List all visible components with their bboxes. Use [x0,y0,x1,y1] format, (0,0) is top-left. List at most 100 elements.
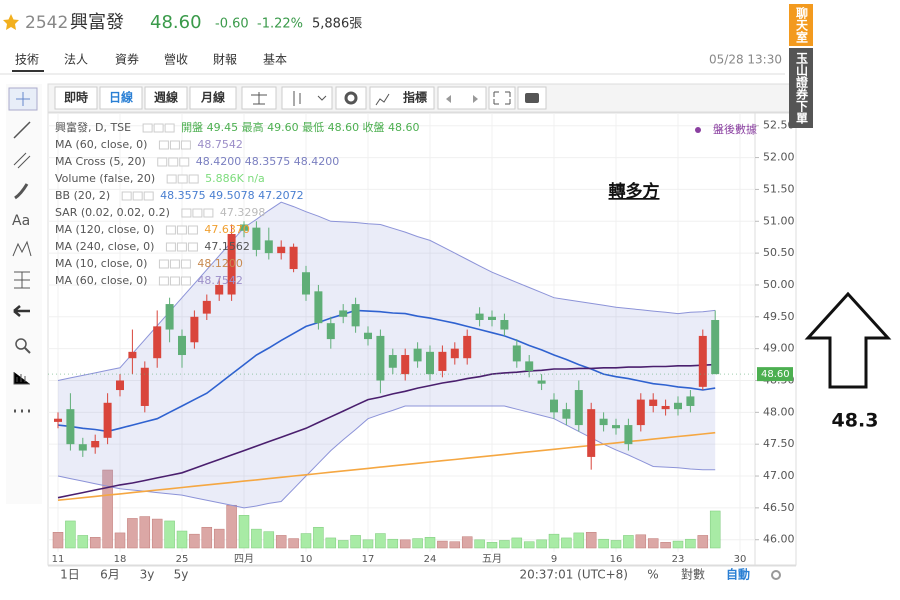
timestamp: 05/28 13:30 [709,53,782,67]
volume-bar [337,540,349,549]
legend-name: SAR (0.02, 0.02, 0.2) [55,206,170,219]
tab[interactable]: 技術 [15,53,39,67]
button[interactable] [144,86,188,110]
y-tick-label: 51.00 [763,214,795,227]
auto-toggle[interactable]: 自動 [726,567,750,582]
price-change: -0.60 [215,17,249,32]
indicator-button[interactable] [369,86,435,110]
candle-body [599,418,608,426]
x-tick-label: 23 [672,554,685,565]
fullscreen-icon [493,91,511,105]
button[interactable] [54,86,98,110]
x-tick-label: 24 [424,554,437,565]
volume-bar [238,515,250,549]
percent-toggle[interactable]: % [647,568,658,582]
legend-control [177,174,188,184]
tool-measure[interactable] [13,372,30,385]
candle-body [252,227,261,250]
legend-control [180,276,191,286]
candle-body [550,399,558,413]
legend-control [157,157,168,167]
tool-pattern[interactable] [12,240,32,257]
settings-button[interactable] [335,86,367,110]
tool-fib[interactable] [14,271,30,289]
plot: 52.50 52.00 51.50 51.00 50.50 50.00 49.50 49.00… [48,113,795,565]
candle-body [289,246,298,270]
volume-bar [536,539,547,549]
after-hours-link[interactable]: 盤後數據 [713,122,757,136]
legend-name: BB (20, 2) [55,189,110,202]
tool-channel[interactable] [13,152,31,169]
button[interactable] [99,86,143,110]
fullscreen-button[interactable] [488,86,516,110]
candle-body [401,355,410,375]
tab-underline [12,70,44,72]
chat-button[interactable] [789,4,813,46]
legend-control [143,191,154,201]
candle-body [475,313,484,320]
settings-icon[interactable] [771,570,781,580]
tool-text[interactable]: Aa [12,213,30,229]
indicator-line [57,405,716,509]
volume-bar [585,532,597,549]
clock: 20:37:01 (UTC+8) [519,568,628,582]
volume-bar [362,539,374,549]
undo-redo[interactable] [437,86,487,110]
range-button[interactable]: 1日 [60,568,80,582]
tab[interactable]: 法人 [64,53,88,67]
volume-bar [151,518,163,549]
range-button[interactable]: 6月 [100,568,120,582]
candle-body [413,348,422,362]
y-tick-label: 47.00 [763,469,795,482]
button-label: 日線 [109,90,133,105]
volume-bar [288,538,299,549]
tool-back[interactable] [13,305,30,317]
volume-bar [474,539,485,549]
legend-control [176,225,187,235]
candle-body [277,246,286,254]
candle-body [202,300,211,314]
x-tick-label: 16 [610,554,623,565]
volume-bar [375,533,386,549]
legend-control [203,208,214,218]
candle-body [116,380,124,391]
candle-body [91,441,100,448]
y-tick-label: 48.00 [763,405,795,418]
volume-bar [685,538,696,549]
tool-line[interactable] [13,121,31,139]
x-tick-label: 25 [176,554,189,565]
tool-brush[interactable] [14,183,29,200]
order-button[interactable] [789,48,813,128]
legend-control [165,225,176,235]
candle-body [78,444,87,451]
legend-control [168,157,179,167]
stock-name: 興富發 [70,12,124,33]
volume-bar [313,526,324,549]
volume-bar [350,535,361,549]
tab[interactable]: 資券 [115,52,139,67]
range-button[interactable]: 5y [174,568,189,582]
legend-name: MA (60, close, 0) [55,138,147,151]
candle-body [537,380,546,384]
candle-body [128,351,137,359]
button-label: 即時 [64,90,88,105]
stock-code: 2542 [25,13,68,33]
star-icon[interactable] [3,14,19,30]
tab[interactable]: 營收 [164,53,188,67]
tool-zoom[interactable] [15,338,27,350]
volume-bar [65,520,76,549]
legend-control [153,123,164,133]
tab[interactable]: 財報 [213,52,237,67]
legend-control [179,157,190,167]
legend-control [180,259,191,269]
candle-body [488,316,496,320]
x-tick-label: 五月 [482,553,502,565]
volume-bar [437,540,448,549]
tab[interactable]: 基本 [263,53,287,67]
candle-body [190,316,199,343]
candle-body [686,396,695,406]
button[interactable] [189,86,237,110]
log-toggle[interactable]: 對數 [681,568,705,582]
range-button[interactable]: 3y [140,568,155,582]
gear-icon [344,91,358,105]
